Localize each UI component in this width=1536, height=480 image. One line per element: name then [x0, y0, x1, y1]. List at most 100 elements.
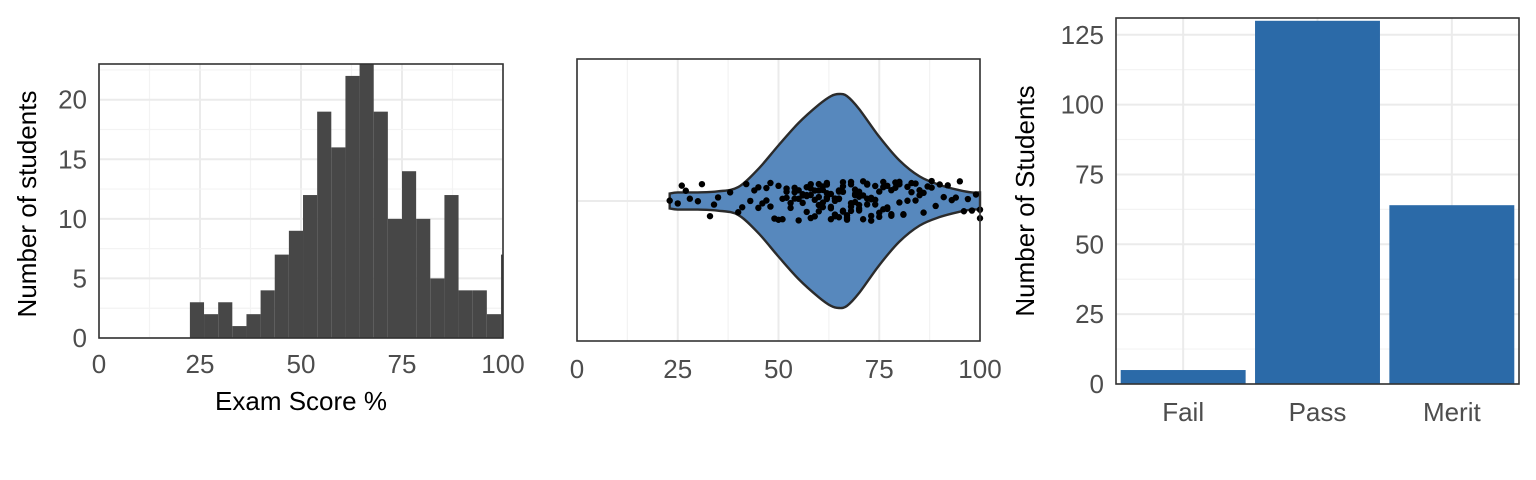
histogram-bar	[260, 290, 275, 338]
histogram-x-tick-label: 0	[92, 349, 106, 379]
histogram-bar	[359, 64, 374, 338]
histogram-frame	[98, 63, 504, 339]
category-bar-y-tick-label: 75	[1075, 159, 1104, 189]
violin-point	[884, 182, 891, 190]
violin-point	[859, 216, 867, 223]
violin-point	[735, 209, 742, 216]
violin-x-tick-label: 75	[865, 354, 894, 384]
violin-point	[912, 197, 919, 204]
violin-point	[795, 187, 802, 194]
violin-point	[795, 217, 802, 224]
violin-point	[755, 204, 762, 212]
histogram-y-axis-label: Number of students	[12, 91, 42, 318]
violin-panel: 0 25 50 75 100	[570, 58, 1002, 384]
histogram-bar	[458, 290, 473, 338]
violin-point	[823, 179, 831, 187]
histogram-bar	[274, 254, 289, 338]
histogram-y-tick-label: 0	[73, 323, 87, 353]
histogram-x-tick-labels: 0 25 50 75 100	[92, 349, 525, 379]
violin-point	[876, 188, 883, 195]
violin-point	[928, 184, 935, 191]
histogram-gridlines	[98, 64, 504, 339]
violin-point	[884, 204, 891, 211]
histogram-bar	[317, 111, 332, 338]
violin-point	[767, 203, 774, 210]
violin-point	[896, 178, 903, 186]
histogram-bar	[373, 111, 388, 338]
violin-point	[900, 211, 907, 218]
violin-point	[952, 194, 960, 201]
violin-point	[666, 197, 673, 204]
category-bar-y-tick-label: 50	[1075, 229, 1104, 259]
histogram-x-tick-label: 75	[388, 349, 417, 379]
histogram-y-tick-label: 5	[73, 263, 87, 293]
violin-point	[912, 180, 919, 187]
violin-point	[863, 201, 871, 208]
violin-point	[964, 195, 972, 203]
category-bar-x-tick-labels: Fail Pass Merit	[1162, 397, 1481, 427]
category-bar-y-tick-label: 100	[1061, 90, 1104, 120]
category-bar-x-tick-label: Merit	[1423, 397, 1482, 427]
violin-x-tick-labels: 0 25 50 75 100	[570, 354, 1002, 384]
violin-x-tick-label: 50	[764, 354, 793, 384]
histogram-bar	[387, 218, 402, 338]
histogram-bar	[189, 302, 205, 338]
violin-point	[908, 188, 915, 196]
violin-point	[783, 194, 790, 201]
category-bar-pass	[1255, 20, 1380, 385]
violin-point	[867, 194, 875, 202]
violin-point	[698, 180, 706, 188]
violin-point	[928, 177, 935, 185]
violin-point	[714, 194, 722, 201]
violin-x-tick-label: 25	[663, 354, 692, 384]
violin-point	[863, 180, 871, 187]
violin-point	[783, 188, 790, 195]
violin-point	[972, 191, 980, 198]
violin-point	[775, 182, 782, 190]
category-bar-fail	[1120, 370, 1246, 384]
violin-frame	[576, 58, 981, 342]
violin-point	[787, 199, 794, 207]
histogram-bar	[486, 314, 501, 338]
violin-point	[787, 204, 794, 212]
violin-point	[811, 213, 818, 220]
violin-point	[839, 188, 847, 196]
category-bar-merit	[1389, 205, 1515, 384]
category-bar-y-axis-label: Number of Students	[1010, 85, 1040, 316]
histogram-bar	[288, 230, 304, 338]
histogram-x-tick-label: 25	[186, 349, 215, 379]
violin-point	[968, 207, 976, 214]
violin-point	[815, 193, 822, 201]
histogram-y-tick-label: 15	[58, 144, 87, 174]
violin-point	[872, 182, 879, 190]
violin-point	[743, 180, 750, 188]
violin-point	[763, 184, 770, 192]
violin-point	[791, 195, 798, 202]
histogram-bar	[500, 254, 503, 338]
violin-point	[920, 189, 927, 197]
violin-point	[763, 197, 770, 204]
violin-point	[823, 189, 831, 197]
violin-point	[960, 208, 968, 215]
histogram-panel: 0 25 50 75 100 0 5 10 15 20 Exam Score % Number …	[12, 63, 525, 416]
violin-point	[710, 201, 718, 208]
histogram-bar	[232, 326, 247, 338]
violin-point	[835, 195, 843, 202]
violin-point	[694, 198, 702, 205]
violin-point	[815, 208, 822, 215]
violin-point	[847, 181, 855, 188]
category-bar-y-tick-label: 125	[1061, 20, 1104, 50]
violin-point	[839, 178, 847, 186]
violin-point	[678, 182, 685, 189]
histogram-y-tick-labels: 0 5 10 15 20	[58, 85, 87, 353]
violin-point	[682, 187, 690, 194]
violin-point	[779, 216, 786, 223]
violin-point	[803, 192, 810, 200]
violin-point	[896, 199, 903, 206]
histogram-bar	[430, 278, 445, 338]
histogram-bar	[246, 314, 261, 338]
category-bar-panel: Fail Pass Merit 0 25 50 75 100 125 Number of St…	[1010, 17, 1520, 427]
category-bar-y-tick-label: 0	[1090, 369, 1104, 399]
violin-point	[835, 214, 843, 221]
violin-point	[827, 203, 835, 211]
